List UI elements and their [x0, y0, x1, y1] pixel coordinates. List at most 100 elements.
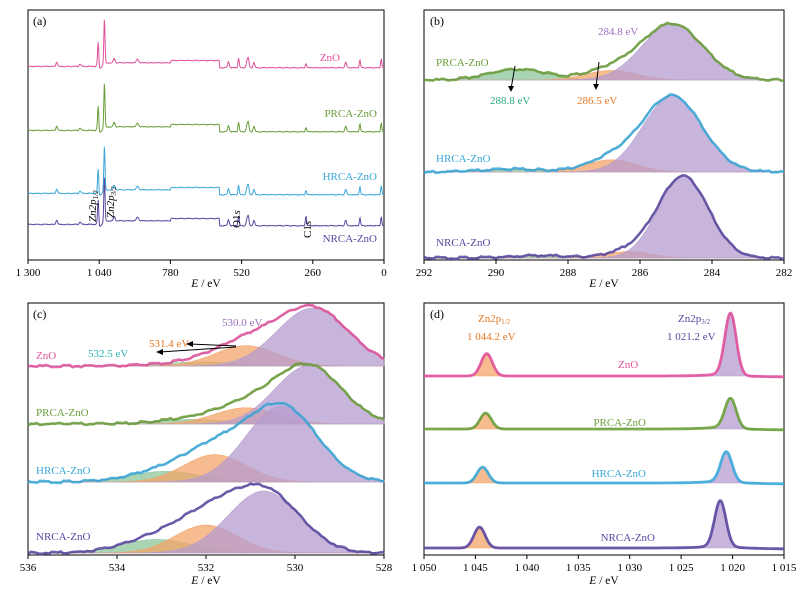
b-ann-288: 288.8 eV — [490, 95, 530, 107]
panel-a-ticks: 1 300 1 040 780 520 260 0 — [16, 260, 387, 279]
c-label-zno: ZnO — [36, 350, 56, 362]
c-arrowhead-531 — [186, 341, 193, 347]
b-label-hrca: HRCA-ZnO — [436, 153, 490, 165]
panel-b-letter: (b) — [430, 14, 444, 28]
c-raw-HRCA-ZnO — [27, 401, 385, 485]
tick-label-a-3: 520 — [233, 267, 250, 279]
c-raw-ZnO — [27, 303, 385, 369]
panel-d-ticks: 1 050 1 045 1 040 1 035 1 030 1 025 1 020 1 015 — [412, 555, 797, 574]
tick-label-b-2: 288 — [560, 267, 577, 279]
tick-label-c-2: 532 — [198, 562, 215, 574]
b-arrow-286 — [595, 61, 600, 88]
panel-b-ticks: 292 290 288 286 284 282 — [416, 260, 793, 279]
panel-a-xlabel: E / eV — [190, 278, 221, 290]
tick-label-d-3: 1 035 — [566, 562, 591, 574]
d-ann-zn2p32-name: Zn2p3/2 — [678, 313, 711, 326]
b-ann-286: 286.5 eV — [577, 95, 617, 107]
tick-label-a-1: 1 040 — [87, 267, 112, 279]
a-peak-o1s: O1s — [231, 210, 243, 228]
panel-a-curves — [27, 19, 385, 227]
b-raw-HRCA-ZnO — [423, 93, 785, 175]
tick-label-b-5: 282 — [776, 267, 793, 279]
d-ann-zn2p12-name: Zn2p1/2 — [478, 313, 511, 326]
tick-label-d-1: 1 045 — [463, 562, 488, 574]
b-label-prca: PRCA-ZnO — [436, 57, 489, 69]
tick-label-b-1: 290 — [488, 267, 505, 279]
panel-b-frame — [423, 9, 785, 261]
a-peak-zn2p32: Zn2p3/2 — [105, 186, 118, 218]
tick-label-d-2: 1 040 — [514, 562, 539, 574]
a-spectrum-PRCA-ZnO — [27, 83, 385, 133]
tick-label-d-0: 1 050 — [412, 562, 437, 574]
c-raw-PRCA-ZnO — [27, 361, 385, 427]
tick-label-a-2: 780 — [162, 267, 179, 279]
panel-c-curves — [27, 303, 385, 556]
b-label-nrca: NRCA-ZnO — [436, 237, 490, 249]
tick-label-d-4: 1 030 — [617, 562, 642, 574]
panel-c: (c) 536 534 532 530 528 E / eV — [20, 302, 393, 587]
c-raw-NRCA-ZnO — [27, 482, 385, 556]
d-spectrum-HRCA-ZnO — [424, 450, 784, 486]
panel-a: (a) 1 300 1 040 780 520 260 0 E / eV — [16, 9, 387, 290]
c-arrow-531 — [189, 343, 237, 347]
tick-label-c-3: 530 — [287, 562, 304, 574]
d-spectrum-NRCA-ZnO — [424, 499, 784, 551]
b-arrow-288 — [510, 65, 516, 90]
tick-label-c-0: 536 — [20, 562, 37, 574]
panel-a-frame — [27, 9, 385, 261]
b-ann-284: 284.8 eV — [598, 26, 638, 38]
tick-label-d-5: 1 025 — [669, 562, 694, 574]
d-spectrum-ZnO — [424, 311, 784, 379]
panel-d-curves — [424, 311, 784, 551]
b-raw-NRCA-ZnO — [423, 174, 785, 261]
c-ann-532: 532.5 eV — [88, 348, 128, 360]
a-spectrum-NRCA-ZnO — [27, 177, 385, 227]
d-component-NRCA-ZnO-0 — [443, 526, 516, 549]
d-ann-zn2p12-value: 1 044.2 eV — [467, 331, 516, 343]
panel-b-curves — [423, 21, 785, 261]
panel-d-letter: (d) — [430, 307, 444, 321]
a-label-zno: ZnO — [320, 52, 340, 64]
c-ann-530: 530.0 eV — [222, 317, 262, 329]
tick-label-a-5: 0 — [381, 267, 387, 279]
d-component-HRCA-ZnO-0 — [446, 466, 519, 484]
a-label-prca: PRCA-ZnO — [324, 108, 377, 120]
panel-a-letter: (a) — [33, 14, 46, 28]
a-label-nrca: NRCA-ZnO — [323, 233, 377, 245]
tick-label-d-6: 1 020 — [720, 562, 745, 574]
tick-label-b-4: 284 — [704, 267, 721, 279]
a-peak-c1s: C1s — [302, 221, 314, 238]
a-spectrum-ZnO — [27, 19, 385, 69]
panel-c-letter: (c) — [33, 307, 46, 321]
panel-d-xlabel: E / eV — [588, 575, 619, 587]
d-label-hrca: HRCA-ZnO — [592, 468, 646, 480]
d-spectrum-PRCA-ZnO — [424, 396, 784, 432]
d-ann-zn2p32-value: 1 021.2 eV — [667, 331, 716, 343]
c-label-nrca: NRCA-ZnO — [36, 531, 90, 543]
tick-label-b-3: 286 — [632, 267, 649, 279]
tick-label-c-4: 528 — [376, 562, 393, 574]
panel-c-xlabel: E / eV — [190, 575, 221, 587]
tick-label-b-0: 292 — [416, 267, 433, 279]
a-peak-zn2p12: Zn2p1/2 — [87, 190, 100, 222]
b-raw-PRCA-ZnO — [423, 21, 785, 82]
c-ann-531: 531.4 eV — [149, 338, 189, 350]
tick-label-d-7: 1 015 — [772, 562, 797, 574]
a-spectrum-HRCA-ZnO — [27, 146, 385, 196]
d-label-zno: ZnO — [618, 359, 638, 371]
d-component-ZnO-0 — [450, 353, 523, 377]
b-arrowhead-288 — [508, 86, 514, 92]
b-arrowhead-286 — [593, 84, 599, 90]
a-label-hrca: HRCA-ZnO — [323, 171, 377, 183]
c-arrow-532 — [159, 346, 237, 353]
d-label-prca: PRCA-ZnO — [593, 417, 646, 429]
c-arrowhead-532 — [156, 349, 163, 355]
panel-c-ticks: 536 534 532 530 528 — [20, 555, 393, 574]
d-label-nrca: NRCA-ZnO — [601, 532, 655, 544]
panel-d: (d) 1 050 1 045 1 040 1 035 1 030 1 025 1 020 1… — [412, 302, 797, 587]
tick-label-a-0: 1 300 — [16, 267, 41, 279]
c-label-hrca: HRCA-ZnO — [36, 465, 90, 477]
d-component-PRCA-ZnO-0 — [449, 412, 522, 430]
d-component-PRCA-ZnO-1 — [694, 398, 767, 430]
